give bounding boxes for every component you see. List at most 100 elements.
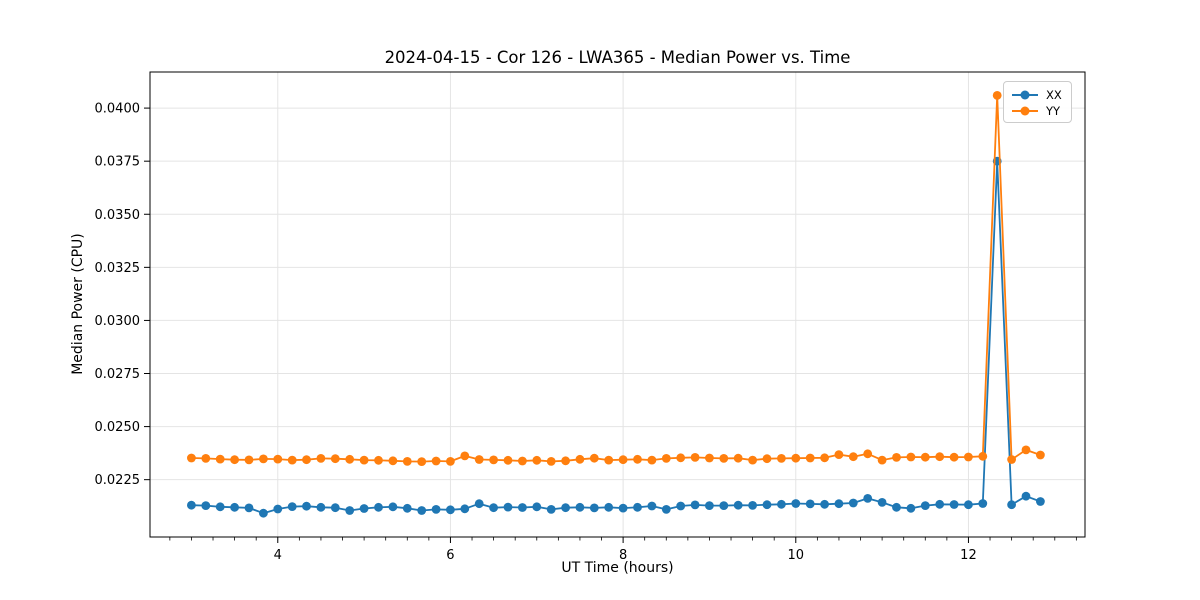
data-point-XX bbox=[546, 505, 556, 514]
data-point-YY bbox=[863, 449, 873, 459]
data-point-XX bbox=[647, 501, 657, 511]
data-point-YY bbox=[402, 457, 412, 466]
data-point-XX bbox=[705, 501, 714, 510]
y-tick-label: 0.0375 bbox=[95, 155, 141, 170]
data-point-YY bbox=[892, 453, 901, 462]
data-point-YY bbox=[935, 452, 945, 462]
data-point-XX bbox=[316, 502, 326, 512]
data-point-XX bbox=[892, 502, 901, 512]
data-point-YY bbox=[417, 457, 427, 466]
data-point-YY bbox=[460, 451, 470, 461]
data-point-XX bbox=[848, 498, 858, 508]
data-point-YY bbox=[273, 454, 283, 464]
data-point-YY bbox=[791, 453, 801, 463]
data-point-YY bbox=[546, 457, 556, 466]
data-point-XX bbox=[474, 499, 484, 509]
data-point-XX bbox=[762, 500, 772, 510]
y-axis-label: Median Power (CPU) bbox=[70, 233, 86, 375]
data-point-XX bbox=[791, 499, 801, 508]
data-point-YY bbox=[834, 450, 844, 459]
data-point-YY bbox=[230, 455, 240, 465]
data-point-YY bbox=[1021, 445, 1031, 455]
data-point-YY bbox=[647, 455, 657, 465]
data-point-XX bbox=[302, 501, 311, 511]
data-point-YY bbox=[705, 453, 714, 463]
data-point-XX bbox=[906, 503, 916, 513]
data-point-XX bbox=[273, 504, 283, 514]
data-point-YY bbox=[330, 454, 340, 464]
data-point-YY bbox=[316, 454, 326, 463]
data-point-XX bbox=[863, 494, 873, 503]
data-point-XX bbox=[604, 502, 614, 512]
data-point-XX bbox=[633, 502, 642, 512]
data-point-XX bbox=[676, 501, 686, 511]
data-point-XX bbox=[733, 500, 743, 510]
data-point-XX bbox=[834, 499, 844, 509]
legend-item-xx: XX bbox=[1012, 87, 1071, 102]
data-point-YY bbox=[287, 455, 297, 465]
marker-dot-icon bbox=[1020, 106, 1030, 115]
data-point-YY bbox=[777, 454, 786, 463]
data-point-XX bbox=[215, 502, 225, 512]
data-point-YY bbox=[949, 452, 959, 462]
data-point-XX bbox=[244, 503, 254, 513]
data-point-XX bbox=[949, 500, 959, 509]
data-point-YY bbox=[618, 455, 628, 465]
data-point-YY bbox=[992, 91, 1002, 100]
data-point-XX bbox=[575, 502, 585, 512]
data-point-YY bbox=[604, 455, 614, 465]
data-point-XX bbox=[359, 504, 369, 513]
data-point-XX bbox=[777, 499, 786, 509]
data-point-YY bbox=[633, 454, 642, 464]
data-point-YY bbox=[920, 452, 930, 462]
legend-label-yy: YY bbox=[1046, 103, 1061, 118]
legend-item-yy: YY bbox=[1012, 103, 1071, 118]
legend-label-xx: XX bbox=[1046, 87, 1062, 102]
data-point-XX bbox=[1036, 497, 1045, 506]
y-tick-label: 0.0350 bbox=[95, 208, 141, 223]
data-point-YY bbox=[1036, 450, 1045, 460]
data-point-YY bbox=[848, 452, 858, 462]
data-point-XX bbox=[388, 502, 398, 512]
data-point-YY bbox=[187, 453, 196, 463]
data-point-YY bbox=[561, 456, 570, 466]
data-point-YY bbox=[676, 453, 686, 463]
data-point-YY bbox=[446, 457, 455, 466]
chart-title: 2024-04-15 - Cor 126 - LWA365 - Median P… bbox=[384, 48, 851, 67]
data-point-XX bbox=[417, 506, 427, 515]
data-point-XX bbox=[201, 501, 211, 510]
y-tick-label: 0.0300 bbox=[95, 314, 141, 329]
data-point-YY bbox=[877, 455, 887, 465]
data-point-YY bbox=[244, 455, 254, 465]
x-tick-label: 8 bbox=[619, 548, 627, 563]
data-point-YY bbox=[805, 453, 815, 463]
data-point-XX bbox=[402, 503, 412, 513]
data-point-XX bbox=[489, 503, 498, 513]
legend: XX YY bbox=[1003, 81, 1072, 123]
data-point-YY bbox=[503, 455, 513, 465]
data-point-XX bbox=[661, 505, 671, 514]
data-point-YY bbox=[661, 454, 671, 463]
x-tick-label: 12 bbox=[960, 548, 977, 563]
plot-border bbox=[149, 71, 1086, 538]
data-point-XX bbox=[719, 501, 729, 510]
data-point-YY bbox=[215, 454, 225, 464]
x-tick-label: 4 bbox=[274, 548, 282, 563]
data-point-YY bbox=[733, 453, 743, 463]
data-point-YY bbox=[532, 455, 542, 465]
data-point-YY bbox=[518, 456, 527, 466]
y-tick-label: 0.0250 bbox=[95, 420, 141, 435]
data-point-XX bbox=[230, 502, 240, 512]
data-point-XX bbox=[964, 500, 973, 510]
data-point-XX bbox=[748, 501, 757, 510]
data-point-YY bbox=[820, 453, 829, 463]
data-point-XX bbox=[1007, 500, 1016, 510]
data-point-XX bbox=[374, 502, 383, 512]
data-point-YY bbox=[201, 454, 211, 463]
data-point-XX bbox=[935, 499, 945, 509]
data-point-YY bbox=[719, 454, 729, 463]
legend-swatch-xx bbox=[1012, 88, 1038, 102]
data-point-XX bbox=[518, 503, 527, 512]
data-point-XX bbox=[460, 504, 470, 514]
data-point-YY bbox=[259, 454, 268, 464]
